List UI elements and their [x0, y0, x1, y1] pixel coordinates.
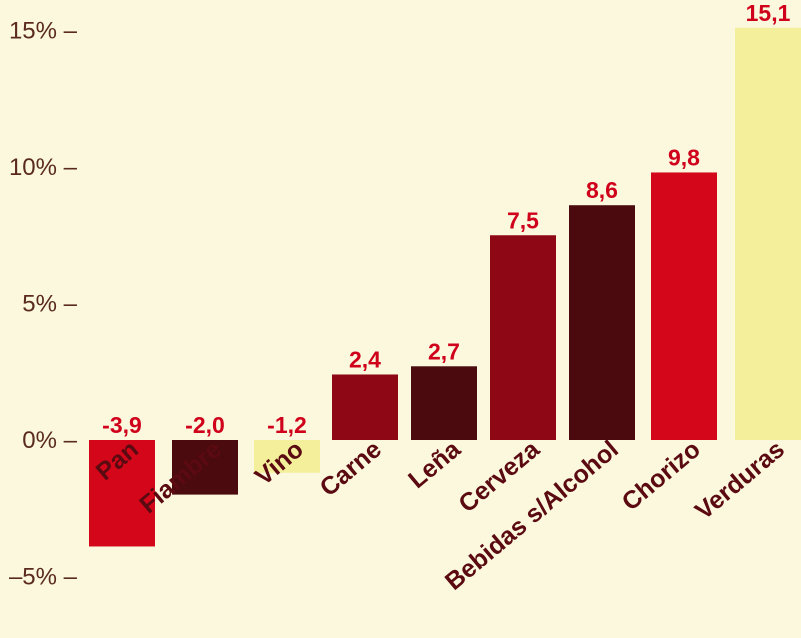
bar	[89, 440, 155, 547]
y-tick-label: 0% –	[22, 427, 77, 454]
bar	[735, 27, 801, 441]
y-tick-label: 15% –	[9, 18, 78, 45]
bar-value-label: 2,7	[428, 338, 460, 364]
bar	[411, 366, 477, 440]
bar	[254, 440, 320, 473]
bar-value-label: 7,5	[507, 207, 539, 233]
bar-value-label: -2,0	[185, 412, 225, 438]
bar	[490, 235, 556, 440]
bar-value-label: 15,1	[746, 0, 791, 26]
category-label: Leña	[403, 434, 467, 494]
bar	[172, 440, 238, 495]
bar	[569, 205, 635, 440]
y-tick-label: 10% –	[9, 154, 78, 181]
bar-value-label: 8,6	[586, 177, 618, 203]
bar-value-label: 9,8	[668, 144, 700, 170]
y-tick-label: 5% –	[22, 291, 77, 318]
category-label: Verduras	[690, 435, 790, 525]
bar-value-label: -1,2	[267, 412, 307, 438]
bar-value-label: 2,4	[349, 346, 381, 372]
bar-value-label: -3,9	[102, 412, 142, 438]
bar	[332, 374, 398, 440]
category-label: Carne	[315, 435, 387, 502]
y-tick-label: –5% –	[9, 564, 78, 591]
bar	[651, 172, 717, 440]
